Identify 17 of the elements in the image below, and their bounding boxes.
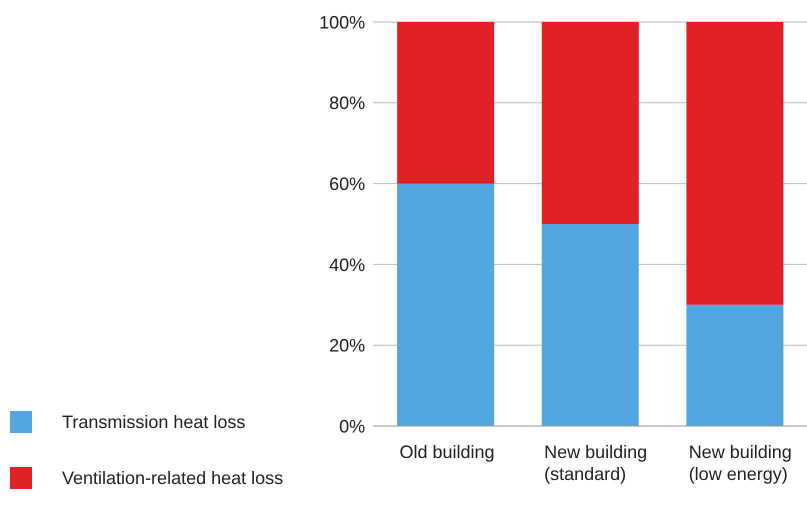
- bar: [397, 22, 494, 184]
- y-tick-label: 40%: [329, 254, 366, 275]
- y-tick-label: 80%: [329, 93, 366, 114]
- x-tick-label: New building (standard): [544, 442, 648, 484]
- bar: [686, 304, 784, 426]
- y-tick-label: 20%: [329, 336, 366, 356]
- y-tick-label: 0%: [339, 416, 366, 436]
- y-tick-label: 60%: [329, 174, 366, 194]
- legend-label: Ventilation-related heat loss: [62, 468, 284, 488]
- bar: [397, 184, 494, 426]
- bar: [542, 22, 639, 224]
- legend-label: Transmission heat loss: [62, 412, 246, 432]
- x-tick-label: New building (low energy): [688, 442, 792, 484]
- bar: [686, 22, 784, 305]
- bar: [542, 224, 639, 426]
- x-tick-label: Old building: [399, 442, 495, 462]
- y-tick-label: 100%: [319, 12, 366, 32]
